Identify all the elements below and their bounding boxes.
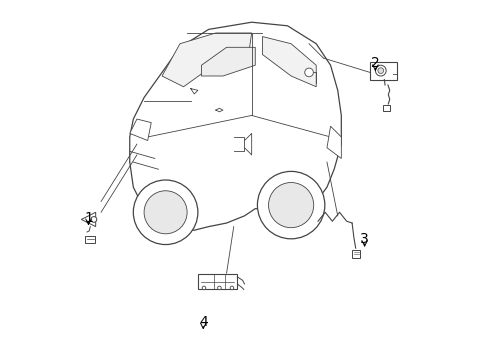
Circle shape — [144, 191, 187, 234]
Polygon shape — [129, 119, 151, 140]
Text: 2: 2 — [370, 57, 379, 71]
Text: 3: 3 — [360, 232, 368, 246]
Circle shape — [375, 65, 386, 76]
Bar — [382, 105, 389, 111]
Bar — [351, 250, 359, 258]
Polygon shape — [81, 212, 96, 226]
Text: 4: 4 — [199, 315, 207, 329]
Circle shape — [257, 171, 324, 239]
Text: 1: 1 — [84, 211, 93, 225]
Polygon shape — [262, 37, 316, 87]
Circle shape — [377, 68, 383, 73]
Circle shape — [268, 183, 313, 228]
Circle shape — [133, 180, 198, 244]
Bar — [369, 62, 396, 80]
Bar — [198, 274, 237, 289]
Circle shape — [230, 286, 233, 290]
Circle shape — [91, 217, 97, 222]
Circle shape — [217, 286, 221, 290]
Bar — [85, 235, 95, 243]
Polygon shape — [162, 33, 251, 87]
Polygon shape — [201, 47, 255, 76]
Polygon shape — [326, 126, 341, 158]
Circle shape — [202, 286, 205, 290]
Polygon shape — [129, 22, 341, 230]
Circle shape — [304, 68, 313, 77]
